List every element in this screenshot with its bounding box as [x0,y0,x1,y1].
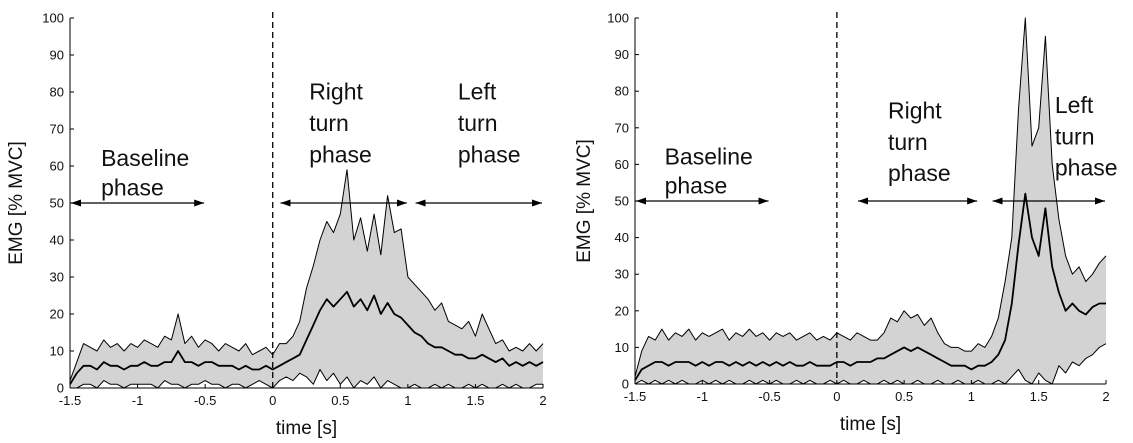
phase-label: phase [665,173,728,199]
x-tick-label: -1 [132,393,144,408]
y-tick-label: 70 [615,120,629,135]
y-tick-label: 30 [50,270,64,285]
x-tick-label: 0.5 [895,389,913,404]
x-tick-label: 2 [539,393,546,408]
phase-label: phase [309,141,372,167]
phase-label: turn [888,129,928,155]
x-axis-title: time [s] [840,414,901,435]
x-tick-label: 2 [1102,389,1109,404]
x-tick-label: 0.5 [331,393,349,408]
y-tick-label: 80 [615,84,629,99]
phase-label: turn [1055,123,1095,149]
x-tick-label: -1 [697,389,709,404]
x-tick-label: 1 [404,393,411,408]
y-tick-label: 0 [622,377,629,392]
y-tick-label: 90 [615,47,629,62]
y-tick-label: 60 [50,159,64,174]
phase-label: Right [888,98,942,124]
y-tick-label: 100 [607,11,629,26]
sd-band-fill [635,18,1106,384]
y-tick-label: 50 [50,196,64,211]
phase-label: Baseline [101,145,189,171]
x-tick-label: 1.5 [1030,389,1048,404]
y-tick-label: 50 [615,194,629,209]
phase-label: turn [458,110,498,136]
y-tick-label: 70 [50,122,64,137]
mean-emg-line [69,290,544,385]
phase-label: phase [458,141,521,167]
sd-band-fill [70,169,543,388]
y-tick-label: 10 [50,344,64,359]
y-axis-title: EMG [% MVC] [574,139,595,263]
y-axis-title: EMG [% MVC] [6,141,27,265]
upper-band-line [634,17,1107,377]
x-axis-title: time [s] [276,418,337,439]
phase-label: Left [458,78,497,104]
y-tick-label: 40 [50,233,64,248]
chart-panel-1: 0 10 20 30 40 50 60 70 80 90 100 -1.5 -1 -0.5 0 0.5 1 1.5… [6,11,547,440]
lower-band-line [70,369,543,389]
phase-label: phase [888,160,951,186]
x-tick-label: 0 [833,389,840,404]
y-tick-label: 20 [50,307,64,322]
y-tick-label: 0 [57,381,64,396]
x-tick-label: -1.5 [624,389,646,404]
phase-label: phase [1055,154,1118,180]
phase-label: Right [309,78,363,104]
phase-label: phase [101,175,164,201]
x-tick-label: 1.5 [466,393,484,408]
y-tick-label: 80 [50,85,64,100]
x-tick-label: -0.5 [194,393,216,408]
x-tick-label: -0.5 [758,389,780,404]
mean-emg-line [634,192,1106,381]
y-tick-label: 20 [615,303,629,318]
phase-label: Left [1055,92,1094,118]
y-tick-label: 100 [42,11,64,26]
y-tick-label: 60 [615,157,629,172]
phase-label: Baseline [665,143,753,169]
phase-label: turn [309,110,349,136]
chart-panel-2: 0 10 20 30 40 50 60 70 80 90 100 -1.5 -1 -0.5 0 0.5 1 1.5… [574,11,1118,436]
y-tick-label: 90 [50,48,64,63]
y-tick-label: 10 [615,340,629,355]
x-tick-label: -1.5 [59,393,81,408]
y-tick-label: 40 [615,230,629,245]
y-tick-label: 30 [615,267,629,282]
x-tick-label: 0 [269,393,276,408]
x-tick-label: 1 [968,389,975,404]
upper-band-line [69,169,544,381]
